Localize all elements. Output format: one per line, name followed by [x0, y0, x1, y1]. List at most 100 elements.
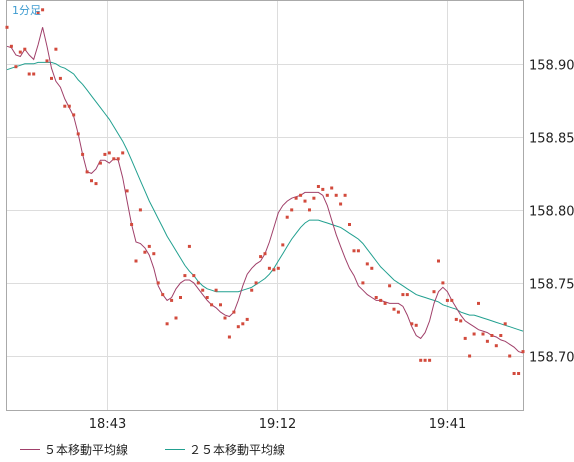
price-point	[512, 372, 516, 375]
price-point	[187, 244, 191, 248]
price-point	[419, 358, 423, 362]
price-point	[227, 335, 231, 339]
price-point	[276, 266, 280, 270]
price-point	[165, 322, 169, 326]
legend-ma25-label: ２５本移動平均線	[189, 443, 286, 457]
price-point	[303, 199, 307, 203]
price-point	[147, 244, 151, 248]
price-point	[410, 322, 414, 326]
price-point	[41, 8, 45, 12]
price-point	[370, 266, 374, 270]
price-point	[432, 290, 436, 294]
price-point	[254, 281, 258, 285]
price-point	[374, 296, 378, 299]
price-point	[508, 354, 512, 358]
price-point	[219, 303, 222, 307]
price-point	[352, 249, 356, 253]
y-tick-label: 158.80	[529, 205, 574, 220]
price-point	[174, 316, 178, 320]
price-point	[463, 336, 467, 340]
price-point	[321, 187, 325, 191]
price-point	[5, 25, 9, 29]
price-point	[517, 372, 521, 375]
price-point	[241, 322, 245, 326]
price-point	[27, 72, 31, 76]
price-point	[161, 293, 165, 297]
price-point	[290, 208, 294, 212]
price-point	[308, 208, 311, 212]
x-tick-label: 19:12	[259, 417, 296, 432]
price-point	[94, 182, 98, 186]
price-point	[116, 157, 120, 161]
price-point	[285, 215, 289, 219]
price-point	[454, 317, 458, 321]
price-point	[183, 274, 187, 278]
price-point	[365, 262, 369, 266]
price-point	[250, 288, 254, 292]
price-point	[85, 170, 89, 174]
price-point	[18, 50, 22, 54]
price-point	[299, 193, 303, 197]
price-point	[107, 151, 111, 155]
price-point	[396, 310, 400, 314]
price-point	[392, 307, 396, 311]
chart-legend: ５本移動平均線 ２５本移動平均線	[0, 436, 574, 462]
price-point	[236, 325, 240, 329]
price-point	[450, 298, 454, 302]
price-point	[405, 293, 409, 297]
price-point	[477, 301, 480, 305]
price-point	[9, 44, 13, 48]
price-point	[134, 259, 138, 263]
price-point	[423, 358, 427, 362]
price-point	[294, 196, 298, 200]
price-point	[214, 288, 218, 292]
price-point	[67, 104, 71, 108]
price-point	[503, 322, 507, 326]
y-tick-labels: 158.90 158.85 158.80 158.75 158.70	[529, 59, 574, 366]
price-point	[63, 104, 67, 108]
ma5-line	[6, 27, 524, 354]
legend-ma25: ２５本移動平均線	[165, 441, 285, 458]
price-point	[348, 223, 351, 226]
price-point	[72, 113, 76, 117]
price-point	[521, 350, 525, 354]
price-point	[192, 274, 196, 278]
price-point	[130, 223, 134, 226]
series-layer	[6, 27, 524, 354]
legend-ma25-swatch	[165, 449, 185, 450]
grid-lines	[7, 1, 523, 410]
price-point	[98, 161, 102, 165]
legend-ma5-label: ５本移動平均線	[44, 443, 129, 457]
price-point	[343, 193, 347, 197]
price-point	[36, 11, 40, 15]
price-point	[170, 298, 174, 302]
timeframe-label: 1分足	[12, 4, 41, 17]
price-point	[45, 59, 49, 63]
legend-ma5-swatch	[20, 449, 40, 450]
price-point	[90, 179, 93, 183]
legend-ma5: ５本移動平均線	[20, 441, 128, 458]
price-point	[388, 284, 392, 288]
y-tick-label: 158.75	[529, 278, 574, 293]
price-point	[232, 310, 236, 314]
price-point	[201, 288, 205, 292]
price-point	[330, 186, 334, 190]
price-point	[245, 317, 249, 321]
price-points	[5, 8, 525, 375]
price-point	[58, 76, 62, 80]
price-point	[485, 339, 489, 343]
price-point	[103, 152, 107, 156]
x-tick-label: 18:43	[89, 417, 126, 432]
price-point	[428, 358, 432, 362]
price-point	[125, 189, 129, 193]
price-point	[23, 47, 27, 51]
price-point	[325, 193, 329, 197]
price-point	[138, 208, 142, 212]
price-point	[32, 72, 36, 76]
price-point	[494, 344, 498, 348]
x-tick-label: 19:41	[429, 417, 466, 432]
price-point	[383, 301, 387, 305]
plot-frame	[6, 0, 524, 411]
price-point	[223, 316, 227, 320]
price-point	[263, 252, 267, 256]
